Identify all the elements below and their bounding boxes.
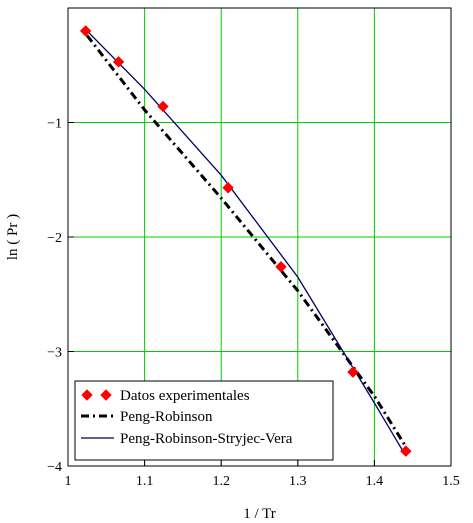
series-peng-robinson [85, 34, 407, 447]
legend-entry-datos-experimentales: Datos experimentales [81, 388, 250, 404]
data-point [347, 366, 359, 378]
series-peng-robinson-stryjec-vera [86, 30, 406, 455]
legend-marker [81, 389, 93, 401]
x-tick-label: 1.5 [442, 474, 460, 489]
data-point [79, 25, 92, 37]
x-tick-label: 1.2 [212, 474, 230, 489]
legend-label: Peng-Robinson [120, 409, 213, 425]
y-tick-label: −1 [47, 117, 62, 132]
data-point [222, 182, 234, 194]
y-tick-label: −3 [47, 346, 62, 361]
y-tick-label: −4 [47, 460, 62, 475]
x-tick-label: 1.4 [366, 474, 384, 489]
data-point [400, 445, 412, 457]
legend-label: Datos experimentales [120, 388, 250, 404]
legend-box [74, 380, 334, 461]
legend-marker [100, 389, 112, 401]
legend: Datos experimentales Peng-Robinson Peng-… [74, 380, 334, 461]
x-axis-label: 1 / Tr [243, 506, 276, 522]
series-layer [79, 25, 412, 457]
data-point [157, 100, 169, 113]
axis-ticks: 1 1.1 1.2 1.3 1.4 1.5 −1 −2 −3 −4 [47, 117, 460, 490]
legend-entry-peng-robinson-stryjec-vera: Peng-Robinson-Stryjec-Vera [81, 431, 293, 447]
y-tick-label: −2 [47, 231, 62, 246]
x-tick-label: 1.1 [136, 474, 154, 489]
marker-group [79, 25, 412, 457]
x-tick-label: 1.3 [289, 474, 307, 489]
x-tick-label: 1 [65, 474, 72, 489]
legend-label: Peng-Robinson-Stryjec-Vera [120, 431, 293, 447]
data-point [112, 56, 125, 68]
series-line [86, 30, 406, 455]
y-axis-label: ln ( Pr ) [5, 214, 21, 260]
data-point [275, 261, 287, 273]
series-line [85, 34, 407, 447]
legend-entry-peng-robinson: Peng-Robinson [81, 409, 213, 425]
